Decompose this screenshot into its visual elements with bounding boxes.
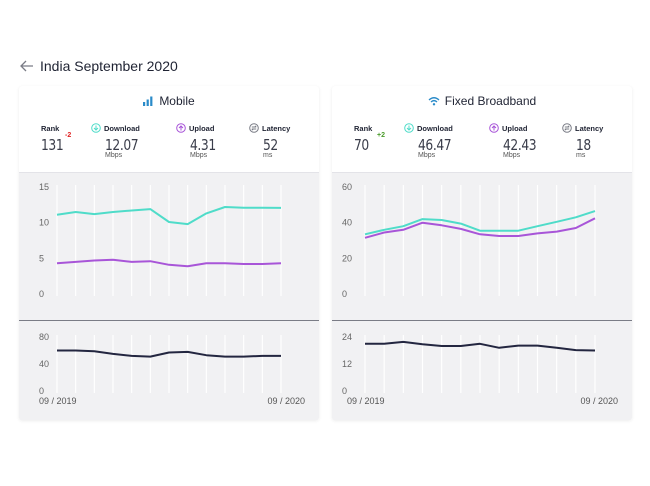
broadband-speed-chart: 60 40 20 0 bbox=[342, 182, 596, 299]
latency-series-line bbox=[57, 349, 281, 358]
y-tick-label: 15 bbox=[39, 182, 49, 192]
mobile-latency: Latency 52 ms bbox=[249, 122, 290, 159]
latency-series-line bbox=[365, 340, 596, 352]
x-start-label: 09 / 2019 bbox=[347, 396, 385, 406]
upload-label: Upload bbox=[502, 123, 528, 133]
y-tick-label: 5 bbox=[39, 253, 44, 263]
y-tick-label: 80 bbox=[39, 332, 49, 342]
download-circle-icon bbox=[404, 123, 414, 133]
download-unit: Mbps bbox=[105, 152, 123, 159]
upload-label: Upload bbox=[189, 123, 215, 133]
y-tick-label: 12 bbox=[342, 359, 352, 369]
x-end-label: 09 / 2020 bbox=[580, 396, 618, 406]
rank-change-badge: -2 bbox=[65, 132, 72, 139]
upload-value: 4.31 bbox=[190, 136, 216, 154]
y-tick-label: 0 bbox=[342, 386, 347, 396]
rank-label: Rank bbox=[41, 123, 60, 133]
download-value: 46.47 bbox=[418, 136, 452, 154]
latency-circle-icon bbox=[562, 123, 572, 133]
y-tick-label: 24 bbox=[342, 332, 352, 342]
back-arrow-icon[interactable] bbox=[20, 60, 34, 72]
chart-divider bbox=[19, 320, 319, 321]
broadband-latency-chart: 24 12 0 bbox=[342, 332, 596, 396]
y-tick-label: 20 bbox=[342, 253, 352, 263]
latency-label: Latency bbox=[262, 123, 291, 133]
broadband-summary: Fixed Broadband Rank 70 +2 Download 46.4… bbox=[332, 86, 632, 173]
chart-divider bbox=[332, 320, 632, 321]
mobile-upload: Upload 4.31 Mbps bbox=[176, 122, 221, 159]
page-header: India September 2020 bbox=[20, 56, 178, 76]
x-end-label: 09 / 2020 bbox=[267, 396, 305, 406]
mobile-title: Mobile bbox=[159, 94, 195, 108]
download-circle-icon bbox=[91, 123, 101, 133]
x-start-label: 09 / 2019 bbox=[39, 396, 77, 406]
latency-unit: ms bbox=[576, 152, 586, 159]
upload-unit: Mbps bbox=[503, 152, 521, 159]
signal-bars-icon bbox=[143, 96, 153, 106]
mobile-card: Mobile Rank 131 -2 Download 12.07 Mbps bbox=[19, 86, 319, 420]
broadband-latency: Latency 18 ms bbox=[562, 122, 603, 159]
y-tick-label: 0 bbox=[39, 386, 44, 396]
wifi-icon bbox=[428, 97, 440, 106]
y-tick-label: 40 bbox=[342, 218, 352, 228]
latency-value: 18 bbox=[576, 136, 591, 154]
upload-circle-icon bbox=[489, 123, 499, 133]
rank-change-badge: +2 bbox=[377, 132, 385, 139]
download-value: 12.07 bbox=[105, 136, 139, 154]
download-label: Download bbox=[104, 123, 140, 133]
y-tick-label: 0 bbox=[342, 289, 347, 299]
mobile-summary: Mobile Rank 131 -2 Download 12.07 Mbps bbox=[19, 86, 319, 173]
mobile-rank: Rank 131 bbox=[41, 122, 68, 155]
y-tick-label: 40 bbox=[39, 359, 49, 369]
upload-value: 42.43 bbox=[503, 136, 537, 154]
y-tick-label: 10 bbox=[39, 218, 49, 228]
broadband-rank: Rank 70 bbox=[354, 122, 373, 155]
y-tick-label: 0 bbox=[39, 289, 44, 299]
broadband-title: Fixed Broadband bbox=[444, 94, 537, 108]
rank-label: Rank bbox=[354, 123, 373, 133]
latency-circle-icon bbox=[249, 123, 259, 133]
latency-value: 52 bbox=[263, 136, 278, 154]
download-series-line bbox=[56, 206, 282, 226]
latency-unit: ms bbox=[263, 152, 273, 159]
mobile-speed-chart: 15 10 5 0 bbox=[39, 182, 282, 299]
mobile-download: Download 12.07 Mbps bbox=[91, 122, 145, 159]
y-tick-label: 60 bbox=[342, 182, 352, 192]
upload-circle-icon bbox=[176, 123, 186, 133]
download-label: Download bbox=[417, 123, 453, 133]
download-unit: Mbps bbox=[418, 152, 436, 159]
broadband-card: Fixed Broadband Rank 70 +2 Download 46.4… bbox=[332, 86, 632, 420]
rank-value: 70 bbox=[354, 136, 369, 154]
upload-unit: Mbps bbox=[190, 152, 208, 159]
upload-series-line bbox=[364, 217, 596, 239]
page-title: India September 2020 bbox=[40, 58, 178, 74]
broadband-download: Download 46.47 Mbps bbox=[404, 122, 458, 159]
upload-series-line bbox=[56, 258, 282, 268]
broadband-upload: Upload 42.43 Mbps bbox=[489, 122, 543, 159]
rank-value: 131 bbox=[41, 136, 64, 154]
mobile-latency-chart: 80 40 0 bbox=[39, 332, 282, 396]
latency-label: Latency bbox=[575, 123, 604, 133]
download-series-line bbox=[364, 210, 596, 236]
